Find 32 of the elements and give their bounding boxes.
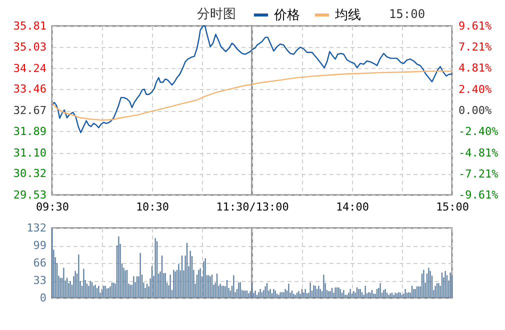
x-tick-label: 10:30 — [136, 200, 170, 214]
chart-title: 分时图 — [197, 7, 236, 22]
text: 7.21% — [458, 40, 492, 54]
x-tick-label: 09:30 — [36, 200, 70, 214]
y-tick-label: 35.03 — [13, 40, 46, 54]
text: 0.00% — [458, 104, 492, 117]
y-tick-label: 66 — [33, 256, 46, 270]
text: -7.21% — [458, 167, 498, 180]
text: -4.81% — [458, 146, 498, 160]
legend-label: 均线 — [334, 8, 361, 23]
text: 2.40% — [458, 82, 492, 96]
y-tick-label: 32.67 — [13, 104, 46, 117]
text: 15:00 — [388, 7, 426, 21]
x-tick-label: 11:30/13:00 — [216, 200, 289, 214]
x-tick-label: 15:00 — [436, 200, 470, 214]
text: 9.61% — [458, 20, 492, 32]
text: 4.81% — [458, 62, 492, 75]
y-tick-label: 35.81 — [13, 20, 46, 32]
text: -2.40% — [458, 125, 498, 138]
y-tick-label: 33 — [33, 274, 46, 287]
text: -9.61% — [458, 188, 498, 202]
y-tick-label: 33.46 — [13, 82, 46, 96]
y-tick-label: 99 — [33, 239, 46, 252]
y-tick-label: 34.24 — [13, 62, 47, 75]
y-tick-label: 30.32 — [13, 167, 46, 180]
y-tick-label: 29.53 — [13, 188, 46, 202]
legend-label: 价格 — [273, 8, 300, 23]
y-tick-label: 31.89 — [13, 124, 46, 138]
y-tick-label: 132 — [26, 222, 46, 234]
y-tick-label: 31.10 — [13, 146, 46, 160]
x-tick-label: 14:00 — [336, 200, 370, 214]
y-tick-label: 0 — [40, 292, 46, 304]
